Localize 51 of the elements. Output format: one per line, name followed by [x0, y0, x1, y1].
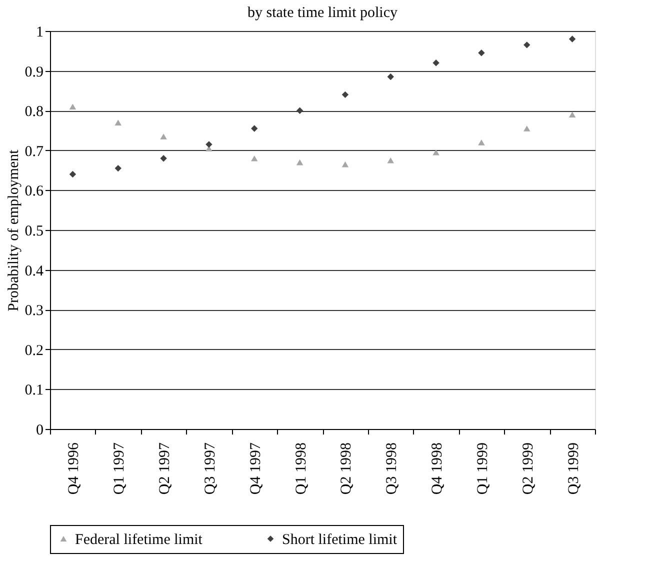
x-tick-label: Q2 1997 — [157, 442, 174, 495]
point — [568, 36, 576, 42]
y-tick-label: 0.9 — [24, 64, 44, 80]
x-tick-label: Q2 1998 — [338, 442, 355, 495]
x-tick-label: Q4 1996 — [66, 442, 82, 495]
x-tick-label: Q4 1997 — [248, 442, 264, 495]
point — [69, 170, 76, 178]
x-tick-label: Q1 1998 — [293, 442, 310, 495]
y-tick-label: 1 — [36, 24, 44, 40]
point — [251, 125, 258, 132]
y-tick-label: 0.8 — [24, 104, 44, 120]
point — [432, 149, 440, 156]
point — [387, 73, 394, 80]
point — [251, 155, 258, 162]
point — [206, 141, 212, 148]
y-tick-label: 0.3 — [24, 303, 44, 320]
y-tick-label: 0.4 — [24, 263, 44, 280]
y-tick-label: 0.7 — [24, 144, 44, 160]
y-tick-label: 0 — [36, 422, 44, 438]
point — [160, 134, 167, 140]
x-tick-label: Q2 1999 — [520, 442, 536, 495]
chart-title: by state time limit policy — [248, 5, 398, 21]
legend-label: Short lifetime limit — [282, 532, 398, 548]
y-tick-label: 0.1 — [24, 382, 44, 399]
point — [568, 112, 576, 118]
point — [478, 140, 485, 146]
x-tick-label: Q1 1999 — [474, 442, 491, 495]
point — [160, 155, 167, 162]
point — [524, 126, 530, 132]
point — [387, 157, 394, 164]
legend-label: Federal lifetime limit — [75, 532, 204, 548]
point — [296, 159, 304, 166]
point — [206, 146, 212, 152]
x-tick-label: Q1 1997 — [112, 442, 128, 495]
point — [114, 120, 122, 126]
y-tick-label: 0.6 — [24, 184, 44, 200]
point — [296, 107, 304, 114]
y-tick-label: 0.5 — [24, 224, 44, 240]
point — [478, 50, 485, 56]
y-tick-label: 0.2 — [24, 342, 44, 359]
x-tick-label: Q3 1998 — [384, 442, 400, 495]
y-axis-title: Probability of employment — [6, 148, 22, 312]
x-tick-label: Q3 1997 — [202, 442, 218, 495]
point — [524, 42, 530, 48]
point — [342, 161, 349, 168]
point — [432, 59, 440, 66]
point — [114, 164, 122, 172]
x-tick-label: Q4 1998 — [430, 442, 446, 495]
x-tick-label: Q3 1999 — [566, 442, 582, 495]
point — [69, 104, 76, 110]
point — [342, 91, 349, 98]
